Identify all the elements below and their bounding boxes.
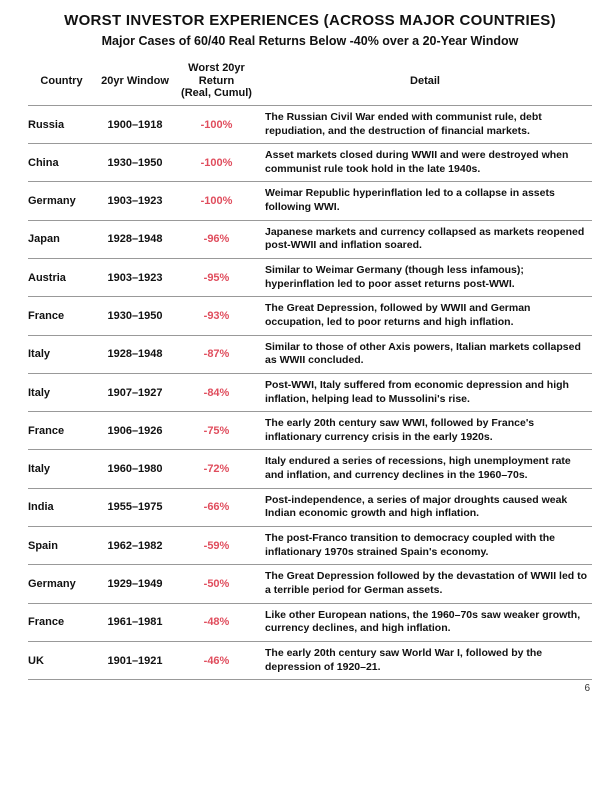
country-cell: Italy [28, 386, 51, 399]
window-cell: 1906–1926 [107, 424, 163, 437]
country-cell: France [28, 616, 65, 629]
detail-cell: Similar to Weimar Germany (though less i… [265, 264, 524, 290]
window-cell: 1955–1975 [107, 501, 163, 514]
detail-cell: The early 20th century saw WWI, followed… [265, 417, 535, 443]
table-row: Italy 1960–1980 -72% Italy endured a ser… [28, 450, 592, 489]
table-row: UK 1901–1921 -46% The early 20th century… [28, 642, 592, 681]
detail-cell: Japanese markets and currency collapsed … [265, 225, 585, 252]
return-cell: -46% [203, 654, 230, 667]
return-cell: -95% [203, 271, 230, 284]
detail-cell: Post-WWI, Italy suffered from economic d… [265, 378, 569, 405]
return-cell: -48% [203, 616, 230, 629]
window-cell: 1928–1948 [107, 348, 163, 361]
window-cell: 1930–1950 [107, 309, 163, 322]
return-cell: -84% [203, 386, 230, 399]
country-cell: Japan [28, 233, 60, 246]
table-header-row: Country 20yr Window Worst 20yr Return (R… [28, 58, 592, 106]
window-cell: 1930–1950 [107, 156, 163, 169]
return-cell: -100% [200, 195, 233, 208]
detail-cell: The early 20th century saw World War I, … [265, 646, 543, 673]
header-return-line1: Worst 20yr [188, 62, 245, 74]
detail-cell: The Russian Civil War ended with communi… [265, 110, 542, 137]
window-cell: 1900–1918 [107, 118, 163, 131]
table-row: France 1961–1981 -48% Like other Europea… [28, 604, 592, 642]
country-cell: Germany [28, 577, 76, 590]
country-cell: France [28, 424, 65, 437]
country-cell: UK [28, 654, 44, 667]
country-cell: Spain [28, 539, 58, 552]
detail-cell: Italy endured a series of recessions, hi… [265, 455, 571, 482]
country-cell: Italy [28, 348, 51, 361]
country-cell: India [28, 501, 54, 514]
detail-cell: The Great Depression followed by the dev… [265, 570, 588, 596]
table-row: China 1930–1950 -100% Asset markets clos… [28, 144, 592, 183]
detail-cell: The post-Franco transition to democracy … [265, 532, 555, 558]
table-row: India 1955–1975 -66% Post-independence, … [28, 489, 592, 528]
window-cell: 1961–1981 [107, 616, 163, 629]
table-row: Germany 1903–1923 -100% Weimar Republic … [28, 182, 592, 221]
window-cell: 1928–1948 [107, 233, 163, 246]
detail-cell: Post-independence, a series of major dro… [265, 493, 568, 520]
table-row: Italy 1907–1927 -84% Post-WWI, Italy suf… [28, 374, 592, 413]
return-cell: -59% [203, 539, 230, 552]
table-row: France 1906–1926 -75% The early 20th cen… [28, 412, 592, 451]
country-cell: Italy [28, 463, 51, 476]
country-cell: China [28, 156, 59, 169]
page-title: WORST INVESTOR EXPERIENCES (ACROSS MAJOR… [64, 12, 556, 29]
table-row: Italy 1928–1948 -87% Similar to those of… [28, 336, 592, 374]
table-row: Germany 1929–1949 -50% The Great Depress… [28, 565, 592, 604]
country-cell: France [28, 309, 65, 322]
return-cell: -93% [203, 309, 230, 322]
window-cell: 1901–1921 [107, 654, 163, 667]
country-cell: Germany [28, 195, 76, 208]
window-cell: 1962–1982 [107, 539, 163, 552]
header-window: 20yr Window [101, 74, 169, 87]
header-return-line3: (Real, Cumul) [181, 87, 252, 100]
return-cell: -72% [203, 463, 230, 476]
detail-cell: Like other European nations, the 1960–70… [265, 608, 581, 635]
window-cell: 1929–1949 [107, 577, 163, 590]
header-country: Country [40, 74, 83, 87]
table-row: Austria 1903–1923 -95% Similar to Weimar… [28, 259, 592, 298]
header-return: Worst 20yr Return (Real, Cumul) [175, 62, 258, 100]
return-cell: -100% [200, 156, 233, 169]
return-cell: -50% [203, 577, 230, 590]
detail-cell: Weimar Republic hyperinflation led to a … [265, 187, 555, 214]
window-cell: 1960–1980 [107, 463, 163, 476]
returns-table: Country 20yr Window Worst 20yr Return (R… [28, 58, 592, 681]
window-cell: 1903–1923 [107, 271, 163, 284]
header-return-line2: Return [198, 74, 235, 87]
detail-cell: The Great Depression, followed by WWII a… [265, 302, 531, 328]
return-cell: -96% [203, 233, 230, 246]
detail-cell: Similar to those of other Axis powers, I… [265, 340, 581, 367]
return-cell: -100% [200, 118, 233, 131]
header-detail: Detail [410, 74, 440, 87]
country-cell: Austria [28, 271, 66, 284]
table-row: Russia 1900–1918 -100% The Russian Civil… [28, 106, 592, 145]
table-row: Japan 1928–1948 -96% Japanese markets an… [28, 221, 592, 260]
country-cell: Russia [28, 118, 65, 131]
return-cell: -75% [203, 424, 230, 437]
window-cell: 1907–1927 [107, 386, 163, 399]
return-cell: -87% [203, 348, 230, 361]
window-cell: 1903–1923 [107, 195, 163, 208]
return-cell: -66% [203, 501, 230, 514]
detail-cell: Asset markets closed during WWII and wer… [265, 149, 569, 175]
table-row: France 1930–1950 -93% The Great Depressi… [28, 297, 592, 336]
page-number: 6 [584, 683, 590, 695]
page-subtitle: Major Cases of 60/40 Real Returns Below … [101, 34, 519, 48]
table-row: Spain 1962–1982 -59% The post-Franco tra… [28, 527, 592, 566]
